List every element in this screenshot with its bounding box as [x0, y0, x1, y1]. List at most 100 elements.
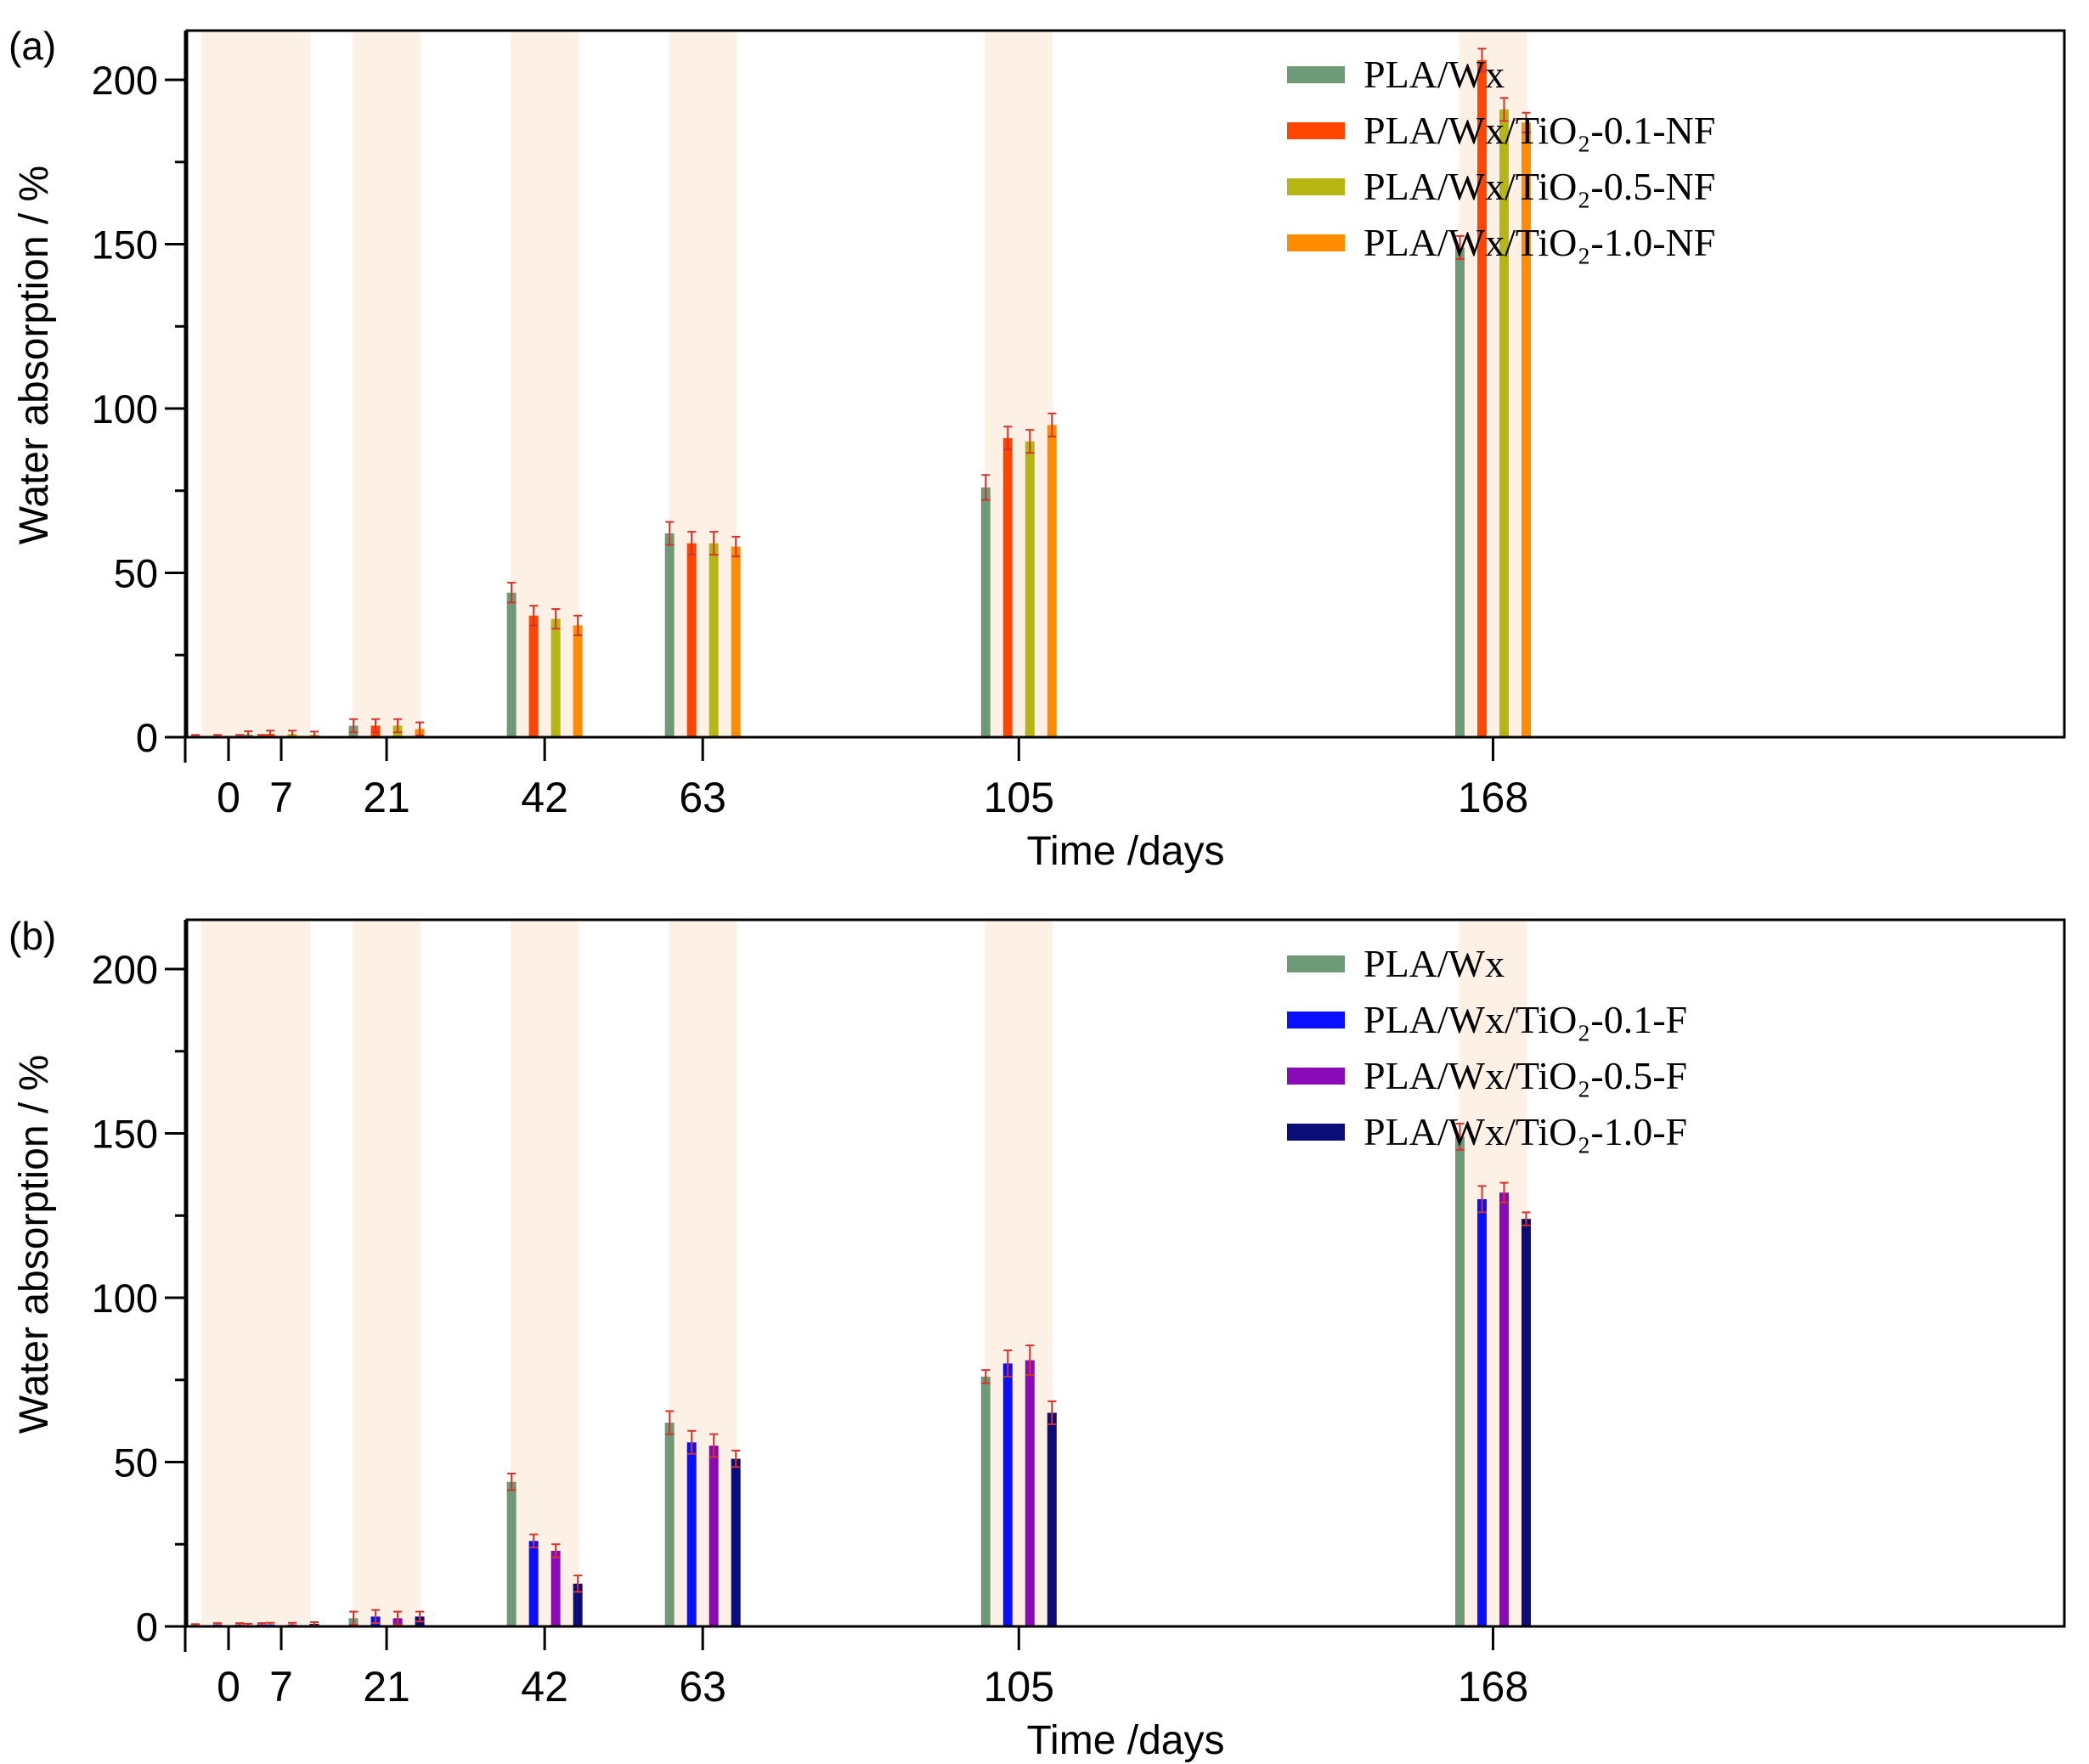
bar: [1002, 437, 1013, 737]
error-bar: [371, 718, 381, 734]
x-tick-label: 63: [679, 1663, 726, 1710]
error-bar: [1522, 1211, 1531, 1226]
x-axis: 0 7 21 42 63 105 168: [217, 1626, 1528, 1710]
bar: [664, 533, 675, 737]
bar: [686, 543, 697, 737]
bar: [528, 1541, 539, 1626]
error-bar: [731, 1449, 741, 1468]
y-tick-label: 50: [114, 551, 158, 596]
x-axis-title: Time /days: [1027, 829, 1225, 874]
y-tick-label: 150: [92, 1112, 158, 1157]
bar: [1521, 122, 1531, 737]
error-bar: [731, 535, 741, 558]
error-bar: [1522, 111, 1531, 133]
x-tick-label: 7: [269, 1663, 293, 1710]
y-axis-title: Water absorption / %: [12, 1055, 57, 1434]
x-tick-label: 21: [363, 1663, 410, 1710]
bar: [550, 618, 561, 737]
x-tick-label: 42: [521, 774, 568, 821]
bar: [980, 1376, 991, 1626]
bar: [1025, 441, 1035, 737]
legend-swatch: [1287, 122, 1345, 139]
y-tick-label: 100: [92, 386, 158, 431]
error-bar: [981, 1369, 991, 1384]
highlight-band: [1459, 32, 1527, 737]
bars: [190, 1122, 1531, 1627]
x-tick-label: 168: [1458, 1663, 1528, 1710]
highlight-band: [353, 921, 421, 1626]
y-axis: 0 50 100 150 200: [92, 58, 187, 760]
bar: [1521, 1219, 1531, 1626]
bar: [731, 546, 741, 737]
bar: [1454, 1136, 1465, 1626]
error-bar: [665, 1410, 675, 1435]
error-bar: [1499, 97, 1509, 122]
legend-label: PLA/Wx/TiO₂-0.1-F: [1363, 998, 1687, 1041]
bar: [731, 1458, 741, 1626]
x-axis: 0 7 21 42 63 105 168: [217, 737, 1528, 821]
bar: [573, 1583, 583, 1626]
y-tick-label: 200: [92, 58, 158, 103]
legend-label: PLA/Wx: [1363, 53, 1505, 96]
bar: [686, 1442, 697, 1626]
panel-label: (b): [8, 914, 56, 958]
legend-swatch: [1287, 178, 1345, 195]
error-bar: [371, 1609, 381, 1625]
error-bar: [551, 1543, 561, 1558]
highlight-band: [1459, 921, 1527, 1626]
legend-swatch: [1287, 66, 1345, 83]
bar: [1002, 1363, 1013, 1626]
bar: [664, 1423, 675, 1626]
error-bar: [1047, 1400, 1057, 1426]
error-bar: [1455, 234, 1465, 260]
error-bar: [529, 605, 539, 627]
bar: [1476, 1198, 1487, 1626]
legend-label: PLA/Wx/TiO₂-0.5-NF: [1363, 165, 1715, 208]
bar: [1047, 1412, 1057, 1626]
error-bar: [393, 718, 403, 734]
bar: [528, 615, 539, 737]
highlight-band: [201, 32, 256, 737]
error-bar: [507, 582, 517, 604]
error-bar: [665, 521, 675, 546]
legend-swatch: [1287, 1068, 1345, 1085]
error-bar: [1003, 426, 1013, 451]
highlight-band: [251, 921, 311, 1626]
highlight-band: [201, 921, 256, 1626]
x-tick-label: 105: [984, 1663, 1054, 1710]
bar: [709, 543, 719, 737]
legend-swatch: [1287, 955, 1345, 972]
error-bar: [981, 474, 991, 501]
bar: [1454, 247, 1465, 737]
error-bar: [349, 1610, 359, 1626]
y-tick-label: 0: [136, 715, 158, 760]
y-tick-label: 0: [136, 1604, 158, 1649]
x-tick-label: 105: [984, 774, 1054, 821]
error-bar: [573, 614, 583, 637]
highlight-band: [251, 32, 311, 737]
y-tick-label: 100: [92, 1276, 158, 1321]
bars: [190, 48, 1531, 738]
x-tick-label: 168: [1458, 774, 1528, 821]
x-tick-label: 21: [363, 774, 410, 821]
error-bar: [1025, 1344, 1035, 1376]
bar: [573, 625, 583, 737]
error-bar: [1047, 412, 1057, 437]
error-bar: [709, 531, 719, 556]
highlight-band: [985, 921, 1053, 1626]
highlight-band: [353, 32, 421, 737]
error-bar: [687, 1429, 697, 1455]
highlight-band: [511, 921, 579, 1626]
error-bar: [349, 718, 359, 734]
bar: [980, 487, 991, 737]
panel-label: (a): [8, 24, 56, 68]
x-axis-title: Time /days: [1027, 1718, 1225, 1763]
legend-label: PLA/Wx/TiO₂-0.5-F: [1363, 1054, 1687, 1097]
y-tick-label: 50: [114, 1440, 158, 1485]
error-bar: [1477, 48, 1487, 73]
highlight-bands: [201, 921, 1527, 1626]
y-axis-title: Water absorption / %: [12, 166, 57, 544]
